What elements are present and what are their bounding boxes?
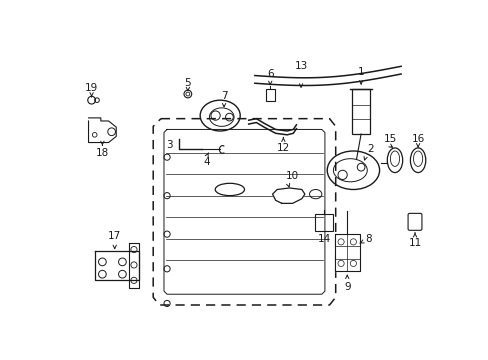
Bar [351, 89, 369, 134]
Text: 6: 6 [266, 69, 273, 79]
Text: 7: 7 [220, 91, 227, 100]
Polygon shape [272, 188, 305, 203]
Text: 2: 2 [366, 144, 373, 154]
Text: 17: 17 [108, 231, 121, 241]
Bar [314, 214, 333, 231]
Text: 19: 19 [85, 83, 98, 93]
Text: 16: 16 [410, 134, 424, 144]
Text: 18: 18 [96, 148, 109, 158]
Text: 13: 13 [294, 61, 307, 71]
Text: 1: 1 [357, 67, 364, 77]
Text: 4: 4 [203, 157, 210, 167]
Text: 14: 14 [317, 234, 330, 244]
Polygon shape [334, 234, 359, 271]
Text: 15: 15 [383, 134, 396, 144]
Text: 9: 9 [343, 282, 350, 292]
Text: 3: 3 [166, 140, 173, 150]
Text: 8: 8 [365, 234, 371, 244]
Bar [265, 89, 274, 101]
Polygon shape [88, 118, 116, 143]
Polygon shape [95, 251, 139, 280]
Polygon shape [128, 243, 139, 288]
Text: 10: 10 [285, 171, 299, 181]
Text: 11: 11 [407, 238, 421, 248]
Text: 5: 5 [184, 78, 191, 88]
Text: 12: 12 [276, 143, 289, 153]
